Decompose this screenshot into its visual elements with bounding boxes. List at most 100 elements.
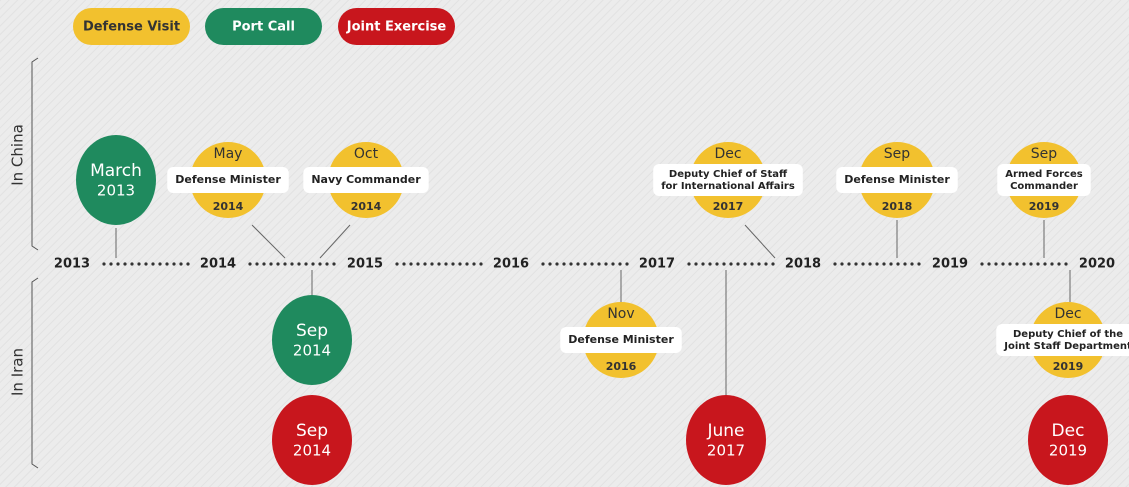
event-title: Armed Forces — [1005, 169, 1082, 180]
axis-dot — [910, 262, 914, 266]
axis-dot — [437, 262, 441, 266]
axis-dot — [144, 262, 148, 266]
event-year: 2017 — [713, 200, 744, 213]
event-month: Sep — [296, 321, 328, 341]
event-title: Defense Minister — [175, 173, 281, 186]
event-month: June — [706, 421, 744, 441]
axis-dot — [269, 262, 273, 266]
axis-dot — [1057, 262, 1061, 266]
event-title-pill — [560, 327, 682, 353]
axis-dot — [590, 262, 594, 266]
event-circle — [686, 395, 766, 485]
event-title: Deputy Chief of the — [1013, 329, 1123, 340]
event-month: Sep — [884, 146, 911, 162]
axis-dot — [1015, 262, 1019, 266]
axis-dot — [868, 262, 872, 266]
axis-dot — [882, 262, 886, 266]
axis-dot — [917, 262, 921, 266]
connector — [744, 224, 776, 259]
axis-dot — [771, 262, 775, 266]
axis-dot — [687, 262, 691, 266]
axis-dot — [1001, 262, 1005, 266]
axis-dot — [743, 262, 747, 266]
axis-dot — [444, 262, 448, 266]
axis-dot — [987, 262, 991, 266]
year-label: 2015 — [347, 257, 383, 272]
axis-dot — [311, 262, 315, 266]
axis-dot — [409, 262, 413, 266]
legend-pill — [338, 8, 455, 45]
year-label: 2020 — [1079, 257, 1115, 272]
axis-dot — [325, 262, 329, 266]
year-label: 2016 — [493, 257, 529, 272]
axis-dot — [611, 262, 615, 266]
event-year: 2019 — [1029, 200, 1060, 213]
axis-dot — [618, 262, 622, 266]
axis-dot — [151, 262, 155, 266]
event-month: Sep — [1031, 146, 1058, 162]
axis-dot — [847, 262, 851, 266]
event-month: Dec — [714, 146, 741, 162]
axis-dot — [875, 262, 879, 266]
event-year: 2017 — [707, 442, 745, 460]
section-label: In China — [9, 124, 27, 186]
event-year: 2014 — [293, 442, 331, 460]
axis-dot — [764, 262, 768, 266]
event-circle — [1028, 395, 1108, 485]
event-month: Dec — [1054, 306, 1081, 322]
event-title-pill — [836, 167, 958, 193]
axis-dot — [861, 262, 865, 266]
axis-dot — [1036, 262, 1040, 266]
event-title-pill — [303, 167, 429, 193]
axis-dot — [179, 262, 183, 266]
axis-dot — [158, 262, 162, 266]
event-title-pill — [167, 167, 289, 193]
event-title-pill — [997, 164, 1091, 196]
axis-dot — [102, 262, 106, 266]
axis-dot — [729, 262, 733, 266]
bracket — [31, 277, 39, 469]
axis-dot — [604, 262, 608, 266]
axis-dot — [137, 262, 141, 266]
event-title: Deputy Chief of Staff — [669, 169, 788, 180]
event-title: Defense Minister — [568, 333, 674, 346]
axis-dot — [555, 262, 559, 266]
axis-dot — [172, 262, 176, 266]
connector — [319, 224, 351, 259]
axis-dot — [283, 262, 287, 266]
axis-dot — [430, 262, 434, 266]
axis-dot — [833, 262, 837, 266]
axis-dot — [541, 262, 545, 266]
legend-pill — [73, 8, 190, 45]
axis-dot — [395, 262, 399, 266]
axis-dot — [694, 262, 698, 266]
legend-label: Port Call — [232, 20, 295, 35]
axis-dot — [130, 262, 134, 266]
axis-dot — [597, 262, 601, 266]
axis-dot — [255, 262, 259, 266]
event-title: for International Affairs — [661, 181, 795, 192]
event-year: 2013 — [97, 182, 135, 200]
axis-dot — [465, 262, 469, 266]
axis-dot — [165, 262, 169, 266]
year-label: 2013 — [54, 257, 90, 272]
axis-dot — [1050, 262, 1054, 266]
event-year: 2018 — [882, 200, 913, 213]
axis-dot — [1008, 262, 1012, 266]
year-label: 2018 — [785, 257, 821, 272]
axis-dot — [458, 262, 462, 266]
event-circle — [76, 135, 156, 225]
event-month: Nov — [607, 306, 634, 322]
event-month: May — [214, 146, 243, 162]
axis-dot — [1043, 262, 1047, 266]
axis-dot — [889, 262, 893, 266]
axis-dot — [576, 262, 580, 266]
section-label: In Iran — [9, 348, 27, 396]
axis-dot — [479, 262, 483, 266]
axis-dot — [548, 262, 552, 266]
year-label: 2014 — [200, 257, 236, 272]
axis-dot — [276, 262, 280, 266]
event-month: Dec — [1052, 421, 1085, 441]
axis-dot — [1022, 262, 1026, 266]
